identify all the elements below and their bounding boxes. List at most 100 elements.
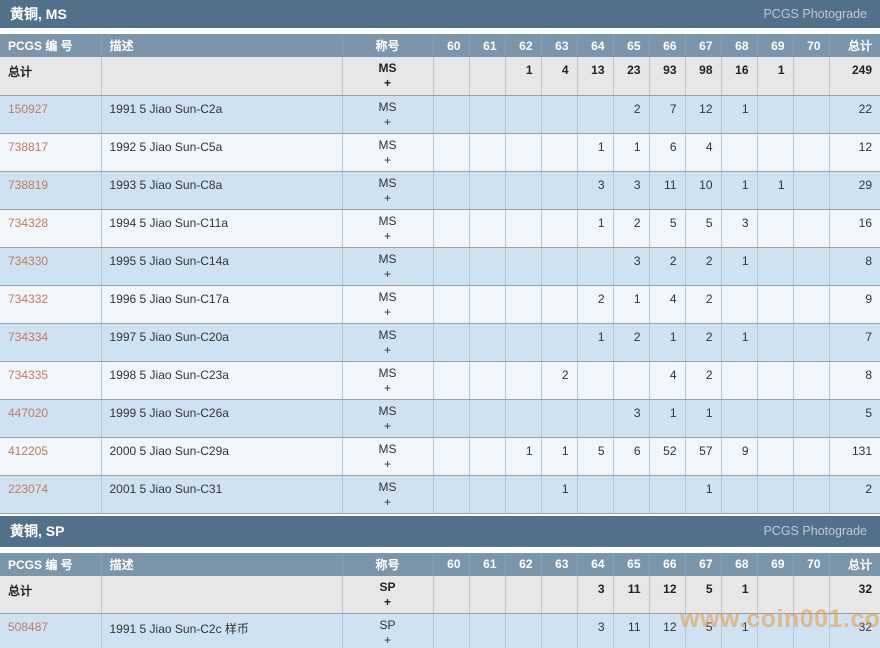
table-row: 738817 1992 5 Jiao Sun-C5a MS +1 1 6 4 12 [0,133,880,172]
column-header-grade-67: 67 [685,34,722,57]
grade-64-cell: 1 [577,209,614,248]
row-total-cell: 22 [829,95,880,134]
grade-67-cell: 2 [685,361,722,400]
photograde-link[interactable]: PCGS Photograde [763,524,867,538]
grade-64-cell: 3 [577,171,614,210]
grade-65-cell: 3 [613,399,650,438]
grade-61-cell [469,437,506,476]
grade-63-cell [541,323,578,362]
pcgs-number-link[interactable]: 150927 [8,101,49,116]
section-title: 黄铜, SP [10,523,65,539]
grade-63-cell: 1 [541,437,578,476]
designation-plus: + [383,594,391,609]
designation-label: MS [378,327,397,342]
pcgs-number-cell: 734330 [0,247,102,286]
description-cell: 1993 5 Jiao Sun-C8a [101,171,343,210]
pcgs-number-link[interactable]: 734330 [8,253,49,268]
grade-68-cell: 3 [721,209,758,248]
designation-label: MS [378,479,397,494]
grade-66-cell: 12 [649,613,686,648]
description-cell: 2001 5 Jiao Sun-C31 [101,475,343,514]
grade-61-cell [469,399,506,438]
designation-plus: + [383,228,391,243]
photograde-link[interactable]: PCGS Photograde [763,7,867,21]
grade-69-cell: 1 [757,57,794,96]
column-header-grade-60: 60 [433,552,470,576]
grade-67-cell: 2 [685,323,722,362]
grade-65-cell: 3 [613,171,650,210]
row-total-cell: 2 [829,475,880,514]
grade-62-cell [505,171,542,210]
column-header-grade-70: 70 [793,34,830,57]
pcgs-number-link[interactable]: 734332 [8,291,49,306]
grade-64-cell: 5 [577,437,614,476]
grade-65-cell [613,361,650,400]
grade-70-cell [793,209,830,248]
row-total-cell: 29 [829,171,880,210]
grade-64-cell [577,247,614,286]
grade-68-cell: 1 [721,613,758,648]
grade-63-cell [541,247,578,286]
report-section: 黄铜, SP PCGS Photograde PCGS 编 号描述 称号 60 61 62 6… [0,515,880,648]
grade-60-cell [433,57,470,96]
row-total-cell: 32 [829,613,880,648]
grade-62-cell [505,361,542,400]
grade-67-cell: 5 [685,209,722,248]
grade-61-cell [469,95,506,134]
grade-67-cell: 1 [685,399,722,438]
grade-65-cell: 1 [613,133,650,172]
pcgs-number-link[interactable]: 412205 [8,443,49,458]
grade-70-cell [793,57,830,96]
column-header-grade-70: 70 [793,552,830,576]
grade-69-cell [757,613,794,648]
table-row: 412205 2000 5 Jiao Sun-C29a MS +1 1 5 6 52 57 9 13… [0,437,880,476]
designation-cell: MS + [342,437,434,476]
grade-67-cell: 1 [685,475,722,514]
pcgs-number-cell: 734332 [0,285,102,324]
grade-61-cell [469,133,506,172]
grade-68-cell: 16 [721,57,758,96]
pcgs-number-cell: 734328 [0,209,102,248]
designation-cell: MS + [342,361,434,400]
pcgs-number-link[interactable]: 738817 [8,139,49,154]
column-header-row: PCGS 编 号描述 称号 60 61 62 63 64 65 66 67 68 69 70 总计 [0,552,880,576]
designation-cell: MS + [342,95,434,134]
pcgs-number-link[interactable]: 738819 [8,177,49,192]
grade-60-cell [433,95,470,134]
grade-62-cell: 1 [505,437,542,476]
grade-64-cell: 3 [577,575,614,614]
pcgs-number-link[interactable]: 734328 [8,215,49,230]
pcgs-number-link[interactable]: 508487 [8,620,49,634]
column-header-grade-69: 69 [757,34,794,57]
grade-67-cell: 5 [685,613,722,648]
grade-69-cell [757,475,794,514]
pcgs-number-link[interactable]: 447020 [8,405,49,420]
row-total-cell: 9 [829,285,880,324]
column-header-description: 描述 [101,552,343,576]
grade-66-cell: 1 [649,323,686,362]
grade-66-cell: 93 [649,57,686,96]
pcgs-number-link[interactable]: 223074 [8,481,49,496]
column-header-grade-63: 63 [541,552,578,576]
pcgs-number-link[interactable]: 734334 [8,329,49,344]
designation-plus: + [383,266,391,281]
grade-62-cell [505,399,542,438]
column-header-grade-64: 64 [577,552,614,576]
report-section: 黄铜, MS PCGS Photograde PCGS 编 号描述 称号 60 61 62 6… [0,0,880,514]
grade-68-cell: 1 [721,95,758,134]
grade-69-cell [757,209,794,248]
designation-label: MS [378,289,397,304]
designation-cell: MS + [342,247,434,286]
grade-62-cell [505,209,542,248]
grade-68-cell [721,399,758,438]
grade-64-cell: 13 [577,57,614,96]
grade-62-cell [505,323,542,362]
designation-cell: MS + [342,133,434,172]
column-header-grade-61: 61 [469,34,506,57]
table-row: 150927 1991 5 Jiao Sun-C2a MS +2 7 12 1 22 [0,95,880,134]
pcgs-number-link[interactable]: 734335 [8,367,49,382]
column-header-pcgs-number: PCGS 编 号 [0,552,102,576]
grade-70-cell [793,613,830,648]
designation-cell: SP + [342,575,434,614]
grade-60-cell [433,399,470,438]
